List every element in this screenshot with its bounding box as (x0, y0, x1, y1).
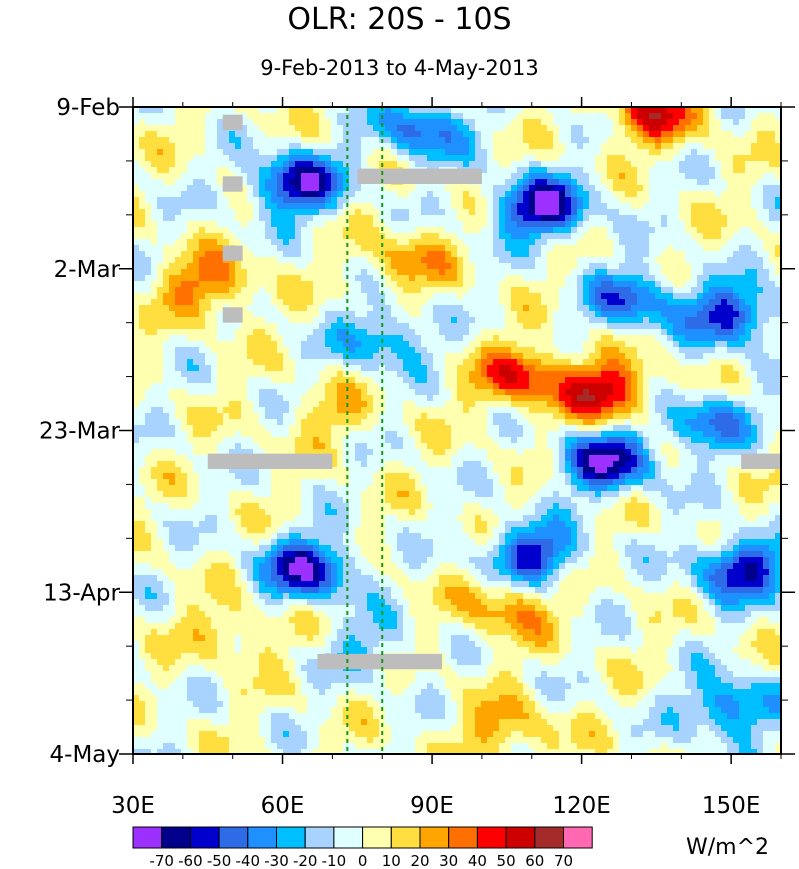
colorbar-label: -60 (178, 852, 203, 869)
colorbar-label: 20 (410, 852, 429, 869)
missing-data-patch (741, 453, 781, 470)
colorbar-label: -70 (149, 852, 174, 869)
chart-title: OLR: 20S - 10S (287, 2, 512, 37)
x-tick-label: 120E (552, 793, 610, 819)
colorbar-label: 40 (468, 852, 487, 869)
colorbar-label: 50 (497, 852, 516, 869)
colorbar-swatch (304, 826, 335, 849)
y-tick-label: 2-Mar (54, 257, 121, 283)
olr-field (133, 107, 781, 754)
colorbar-label: 10 (382, 852, 401, 869)
colorbar-swatch (189, 826, 220, 849)
x-tick-label: 30E (111, 793, 155, 819)
colorbar-label: 30 (439, 852, 458, 869)
missing-data-patch (222, 245, 243, 262)
y-tick-label: 4-May (50, 742, 120, 768)
colorbar-label: -40 (236, 852, 261, 869)
y-tick-label: 23-Mar (39, 419, 121, 445)
missing-data-patch (222, 114, 243, 131)
y-tick-label: 9-Feb (56, 95, 120, 121)
colorbar-label: -10 (322, 852, 347, 869)
colorbar-label: -20 (293, 852, 318, 869)
colorbar-label: -30 (264, 852, 289, 869)
colorbar-swatch (534, 826, 564, 849)
x-tick-label: 60E (261, 793, 305, 819)
colorbar-swatch (333, 826, 364, 849)
colorbar-swatch (132, 826, 163, 849)
missing-data-patch (207, 453, 333, 470)
missing-data-patches (207, 114, 781, 670)
colorbar: -70 -60 -50 -40 -30 -20 -10 0 10 20 30 40 50 60 70 (132, 826, 593, 869)
colorbar-swatch (390, 826, 421, 849)
missing-data-patch (222, 176, 243, 192)
colorbar-swatch (448, 826, 478, 849)
colorbar-units: W/m^2 (686, 835, 770, 860)
colorbar-swatch (218, 826, 249, 849)
colorbar-label: -50 (207, 852, 232, 869)
x-tick-label: 90E (410, 793, 454, 819)
colorbar-swatch (505, 826, 536, 849)
reference-lines (346, 107, 384, 754)
chart-subtitle: 9-Feb-2013 to 4-May-2013 (260, 56, 539, 80)
colorbar-label: 0 (358, 852, 368, 869)
missing-data-patch (357, 168, 482, 185)
colorbar-swatch (419, 826, 450, 849)
colorbar-swatch (161, 826, 191, 849)
x-tick-label: 150E (702, 793, 760, 819)
colorbar-swatch (276, 826, 306, 849)
colorbar-swatch (476, 826, 507, 849)
colorbar-swatch (247, 826, 278, 849)
colorbar-swatch (563, 826, 593, 849)
colorbar-label: 70 (554, 852, 573, 869)
y-tick-label: 13-Apr (43, 580, 120, 606)
missing-data-patch (222, 307, 243, 323)
colorbar-label: 60 (525, 852, 544, 869)
axes: 30E 60E 90E 120E 150E 9-Feb 2-Mar 23-Mar 13-Apr 4… (39, 95, 795, 819)
missing-data-patch (317, 653, 443, 670)
colorbar-swatch (362, 826, 392, 849)
